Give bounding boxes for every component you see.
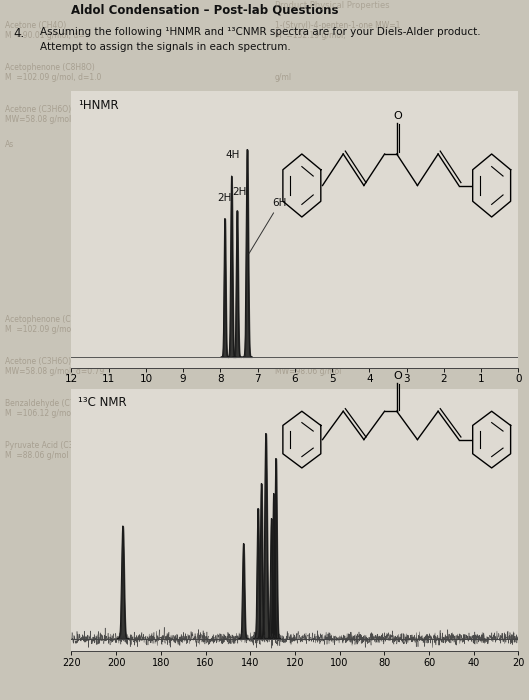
Text: MW=136.15 g/mol, d=1.08 g/ml: MW=136.15 g/mol, d=1.08 g/ml xyxy=(275,410,398,419)
Text: Acetone (C3H6O): Acetone (C3H6O) xyxy=(5,357,71,366)
Text: MW=176.21 g/mol: MW=176.21 g/mol xyxy=(275,326,346,335)
Text: 2H: 2H xyxy=(232,188,246,197)
Text: Assuming the following ¹HNMR and ¹³CNMR spectra are for your Diels-Alder product: Assuming the following ¹HNMR and ¹³CNMR … xyxy=(40,27,480,36)
Text: As: As xyxy=(5,140,14,149)
Text: Benzaldehyde (C7H6O): Benzaldehyde (C7H6O) xyxy=(5,399,94,408)
Text: Product Physical Properties: Product Physical Properties xyxy=(275,1,390,10)
Text: Meso: MW=176.21 g/mol: Meso: MW=176.21 g/mol xyxy=(275,315,371,324)
Text: O: O xyxy=(394,111,403,120)
Text: ¹³C NMR: ¹³C NMR xyxy=(78,396,127,410)
Text: Acetophenone (C8H8O): Acetophenone (C8H8O) xyxy=(5,315,95,324)
Text: 4H: 4H xyxy=(225,150,240,160)
Text: 2H: 2H xyxy=(218,193,232,203)
Text: M  =102.09 g/mol, d=1.0: M =102.09 g/mol, d=1.0 xyxy=(5,326,102,335)
Text: O: O xyxy=(394,371,403,382)
Text: M  =90.01 g/mol, d=: M =90.01 g/mol, d= xyxy=(5,32,85,41)
Text: M  =88.06 g/mol: M =88.06 g/mol xyxy=(5,452,69,461)
Text: Maleic Anhydride (C4H2O3): Maleic Anhydride (C4H2O3) xyxy=(275,357,381,366)
Text: Acetophenone (C8H8O): Acetophenone (C8H8O) xyxy=(5,63,95,72)
Text: ¹HNMR: ¹HNMR xyxy=(78,99,118,112)
Text: M  =106.12 g/mol, d=1.04: M =106.12 g/mol, d=1.04 xyxy=(5,410,106,419)
Text: Acetone (C3H6O): Acetone (C3H6O) xyxy=(5,105,71,114)
Text: MW=98.06 g/mol: MW=98.06 g/mol xyxy=(275,368,341,377)
Text: Attempt to assign the signals in each spectrum.: Attempt to assign the signals in each sp… xyxy=(40,42,290,52)
Text: 5-Methyl-2-(propan-2-yl) (C10H18O): 5-Methyl-2-(propan-2-yl) (C10H18O) xyxy=(275,441,413,450)
Text: MW=58.08 g/mol, d=0.79: MW=58.08 g/mol, d=0.79 xyxy=(5,368,105,377)
Text: Acetone (CH4O): Acetone (CH4O) xyxy=(5,21,67,30)
Text: 6H: 6H xyxy=(249,197,287,253)
Text: Pyruvate Acid (C3H4O3): Pyruvate Acid (C3H4O3) xyxy=(5,441,98,450)
Text: M  =152.19 g/mol,: M =152.19 g/mol, xyxy=(275,32,346,41)
Text: M  =102.09 g/mol, d=1.0: M =102.09 g/mol, d=1.0 xyxy=(5,74,102,83)
Text: Aldol Condensation – Post-lab Questions: Aldol Condensation – Post-lab Questions xyxy=(71,4,339,17)
Text: Cyclohexanone (C6H10O): Cyclohexanone (C6H10O) xyxy=(275,105,373,114)
Text: MW=154.25 g/mol, d=0.91 g/ml: MW=154.25 g/mol, d=0.91 g/ml xyxy=(275,452,398,461)
Text: MW=98.14 g/mol, d=0.94 g/m: MW=98.14 g/mol, d=0.94 g/m xyxy=(275,116,391,125)
Text: Methyl Benzoate (C8H8O2): Methyl Benzoate (C8H8O2) xyxy=(275,399,379,408)
Text: g/ml: g/ml xyxy=(275,74,292,83)
Text: 4.: 4. xyxy=(13,27,24,40)
Text: 1-(Styryl)-4-penten-1-one MW=1: 1-(Styryl)-4-penten-1-one MW=1 xyxy=(275,21,400,30)
Text: MW=58.08 g/mol, d=0.79: MW=58.08 g/mol, d=0.79 xyxy=(5,116,105,125)
